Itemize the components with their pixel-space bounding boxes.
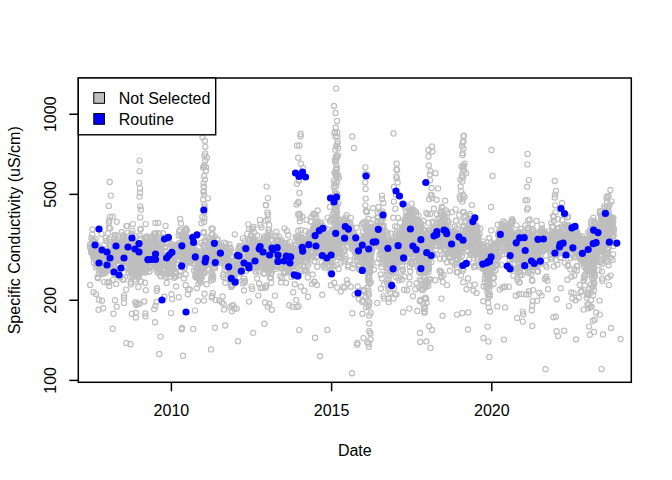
svg-text:Not Selected: Not Selected xyxy=(119,90,211,107)
svg-text:Specific Conductivity (uS/cm): Specific Conductivity (uS/cm) xyxy=(6,126,23,334)
svg-text:2010: 2010 xyxy=(154,402,190,419)
svg-text:100: 100 xyxy=(43,367,60,394)
svg-text:Date: Date xyxy=(338,442,372,459)
svg-text:2020: 2020 xyxy=(474,402,510,419)
svg-text:Routine: Routine xyxy=(119,111,174,128)
svg-text:1000: 1000 xyxy=(43,96,60,132)
svg-text:2015: 2015 xyxy=(314,402,350,419)
svg-text:500: 500 xyxy=(43,181,60,208)
svg-text:200: 200 xyxy=(43,287,60,314)
